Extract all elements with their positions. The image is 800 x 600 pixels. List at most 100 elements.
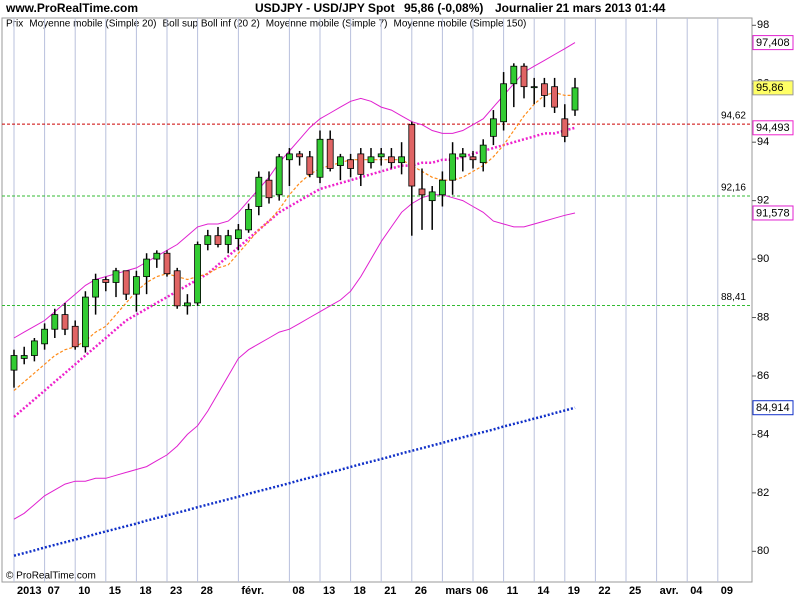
value-box: [752, 80, 794, 96]
x-tick-label: 14: [537, 585, 550, 597]
x-tick-label: 22: [598, 585, 610, 597]
y-tick-label: 98: [757, 19, 769, 31]
candle-body: [122, 270, 130, 295]
candle-body: [296, 153, 304, 158]
x-tick-label: 13: [323, 585, 335, 597]
site: www.ProRealTime.com: [5, 1, 138, 15]
candle-body: [479, 144, 487, 164]
candle-body: [153, 252, 161, 260]
candle-body: [82, 296, 89, 348]
candle-body: [326, 138, 334, 169]
value-box-label: 91,578: [756, 207, 790, 219]
candle-body: [571, 87, 579, 111]
x-tick-label: 04: [690, 585, 703, 597]
candle-body: [438, 179, 446, 196]
y-tick-label: 80: [757, 545, 769, 557]
candle-body: [132, 276, 140, 295]
candle-body: [265, 179, 273, 199]
candle-body: [183, 302, 191, 307]
candle-body: [367, 156, 375, 164]
candle-body: [377, 153, 385, 158]
level-label: 88,41: [721, 292, 746, 303]
x-tick-label: 21: [384, 585, 396, 597]
candle-body: [336, 156, 344, 166]
candle-body: [469, 156, 477, 161]
x-tick-label: 06: [476, 585, 488, 597]
x-tick-label: 28: [201, 585, 213, 597]
x-tick-label: 09: [721, 585, 733, 597]
ma-line: [13, 406, 576, 557]
value-box-label: 94,493: [756, 122, 790, 134]
footer: © ProRealTime.com: [6, 571, 96, 582]
candle-body: [194, 244, 202, 304]
candle-body: [234, 229, 242, 240]
y-tick-label: 84: [757, 428, 769, 440]
candle-body: [387, 156, 395, 164]
candle-body: [500, 83, 508, 123]
candle-body: [71, 325, 79, 348]
candle-body: [398, 156, 406, 164]
value-box: [752, 35, 794, 51]
x-tick-label: 15: [109, 585, 121, 597]
value-box-label: 84,914: [756, 402, 790, 414]
candle-body: [92, 279, 99, 298]
candle-body: [285, 153, 293, 161]
y-tick-label: 90: [757, 253, 769, 265]
x-tick-label: 23: [170, 585, 182, 597]
x-tick-label: 19: [568, 585, 580, 597]
x-tick-label: 26: [415, 585, 427, 597]
candle-body: [51, 314, 59, 330]
value-box-label: 95,86: [756, 82, 784, 94]
legend-entry: Moyenne mobile (Simple 20): [29, 19, 156, 30]
x-tick-label: févr.: [241, 585, 264, 597]
candle-body: [112, 270, 120, 283]
value-box-label: 97,408: [756, 37, 790, 49]
period: Journalier: [495, 1, 553, 15]
candle-body: [459, 153, 467, 158]
candle-body: [541, 83, 548, 96]
x-tick-label: avr.: [660, 585, 679, 597]
candle-body: [102, 279, 110, 283]
y-tick-label: 94: [757, 136, 769, 148]
value-box: [752, 205, 794, 221]
band-lower: [13, 194, 576, 520]
candle-body: [489, 118, 497, 137]
plot-area: [1, 17, 753, 583]
candle-body: [357, 153, 365, 175]
band-upper: [13, 42, 576, 339]
candle-body: [20, 355, 28, 359]
candle-body: [510, 65, 518, 85]
candle-body: [428, 191, 436, 202]
candle-body: [561, 118, 569, 137]
value-box: [752, 400, 794, 416]
level-label: 94,62: [721, 111, 746, 122]
date: 21 mars 2013 01:44: [556, 1, 666, 15]
price: 95,86 (-0,08%): [404, 1, 483, 15]
legend-entry: Prix: [6, 19, 23, 30]
candle-body: [30, 340, 38, 356]
legend-entry: Moyenne mobile (Simple 7): [266, 19, 388, 30]
candle-body: [41, 328, 48, 345]
legend-entry: Moyenne mobile (Simple 150): [394, 19, 527, 30]
candle-body: [316, 138, 324, 178]
candle-body: [204, 235, 212, 245]
candle-body: [173, 270, 181, 307]
candle-body: [418, 188, 426, 196]
y-tick-label: 82: [757, 487, 769, 499]
x-tick-label: 25: [629, 585, 641, 597]
candle-body: [408, 124, 416, 187]
legend-entry: Boll sup Boll inf (20 2): [163, 19, 260, 30]
candle-body: [520, 65, 528, 88]
level-label: 92,16: [721, 183, 746, 194]
y-tick-label: 92: [757, 195, 769, 207]
candle-body: [530, 86, 538, 89]
legend: Prix Moyenne mobile (Simple 20) Boll sup B…: [6, 19, 526, 30]
candle-body: [10, 355, 18, 371]
candle-body: [163, 252, 171, 275]
y-tick-label: 88: [757, 311, 769, 323]
x-tick-label: 11: [507, 585, 519, 597]
x-tick-label: 07: [48, 585, 60, 597]
x-tick-label: mars: [445, 585, 471, 597]
value-box: [752, 120, 794, 136]
